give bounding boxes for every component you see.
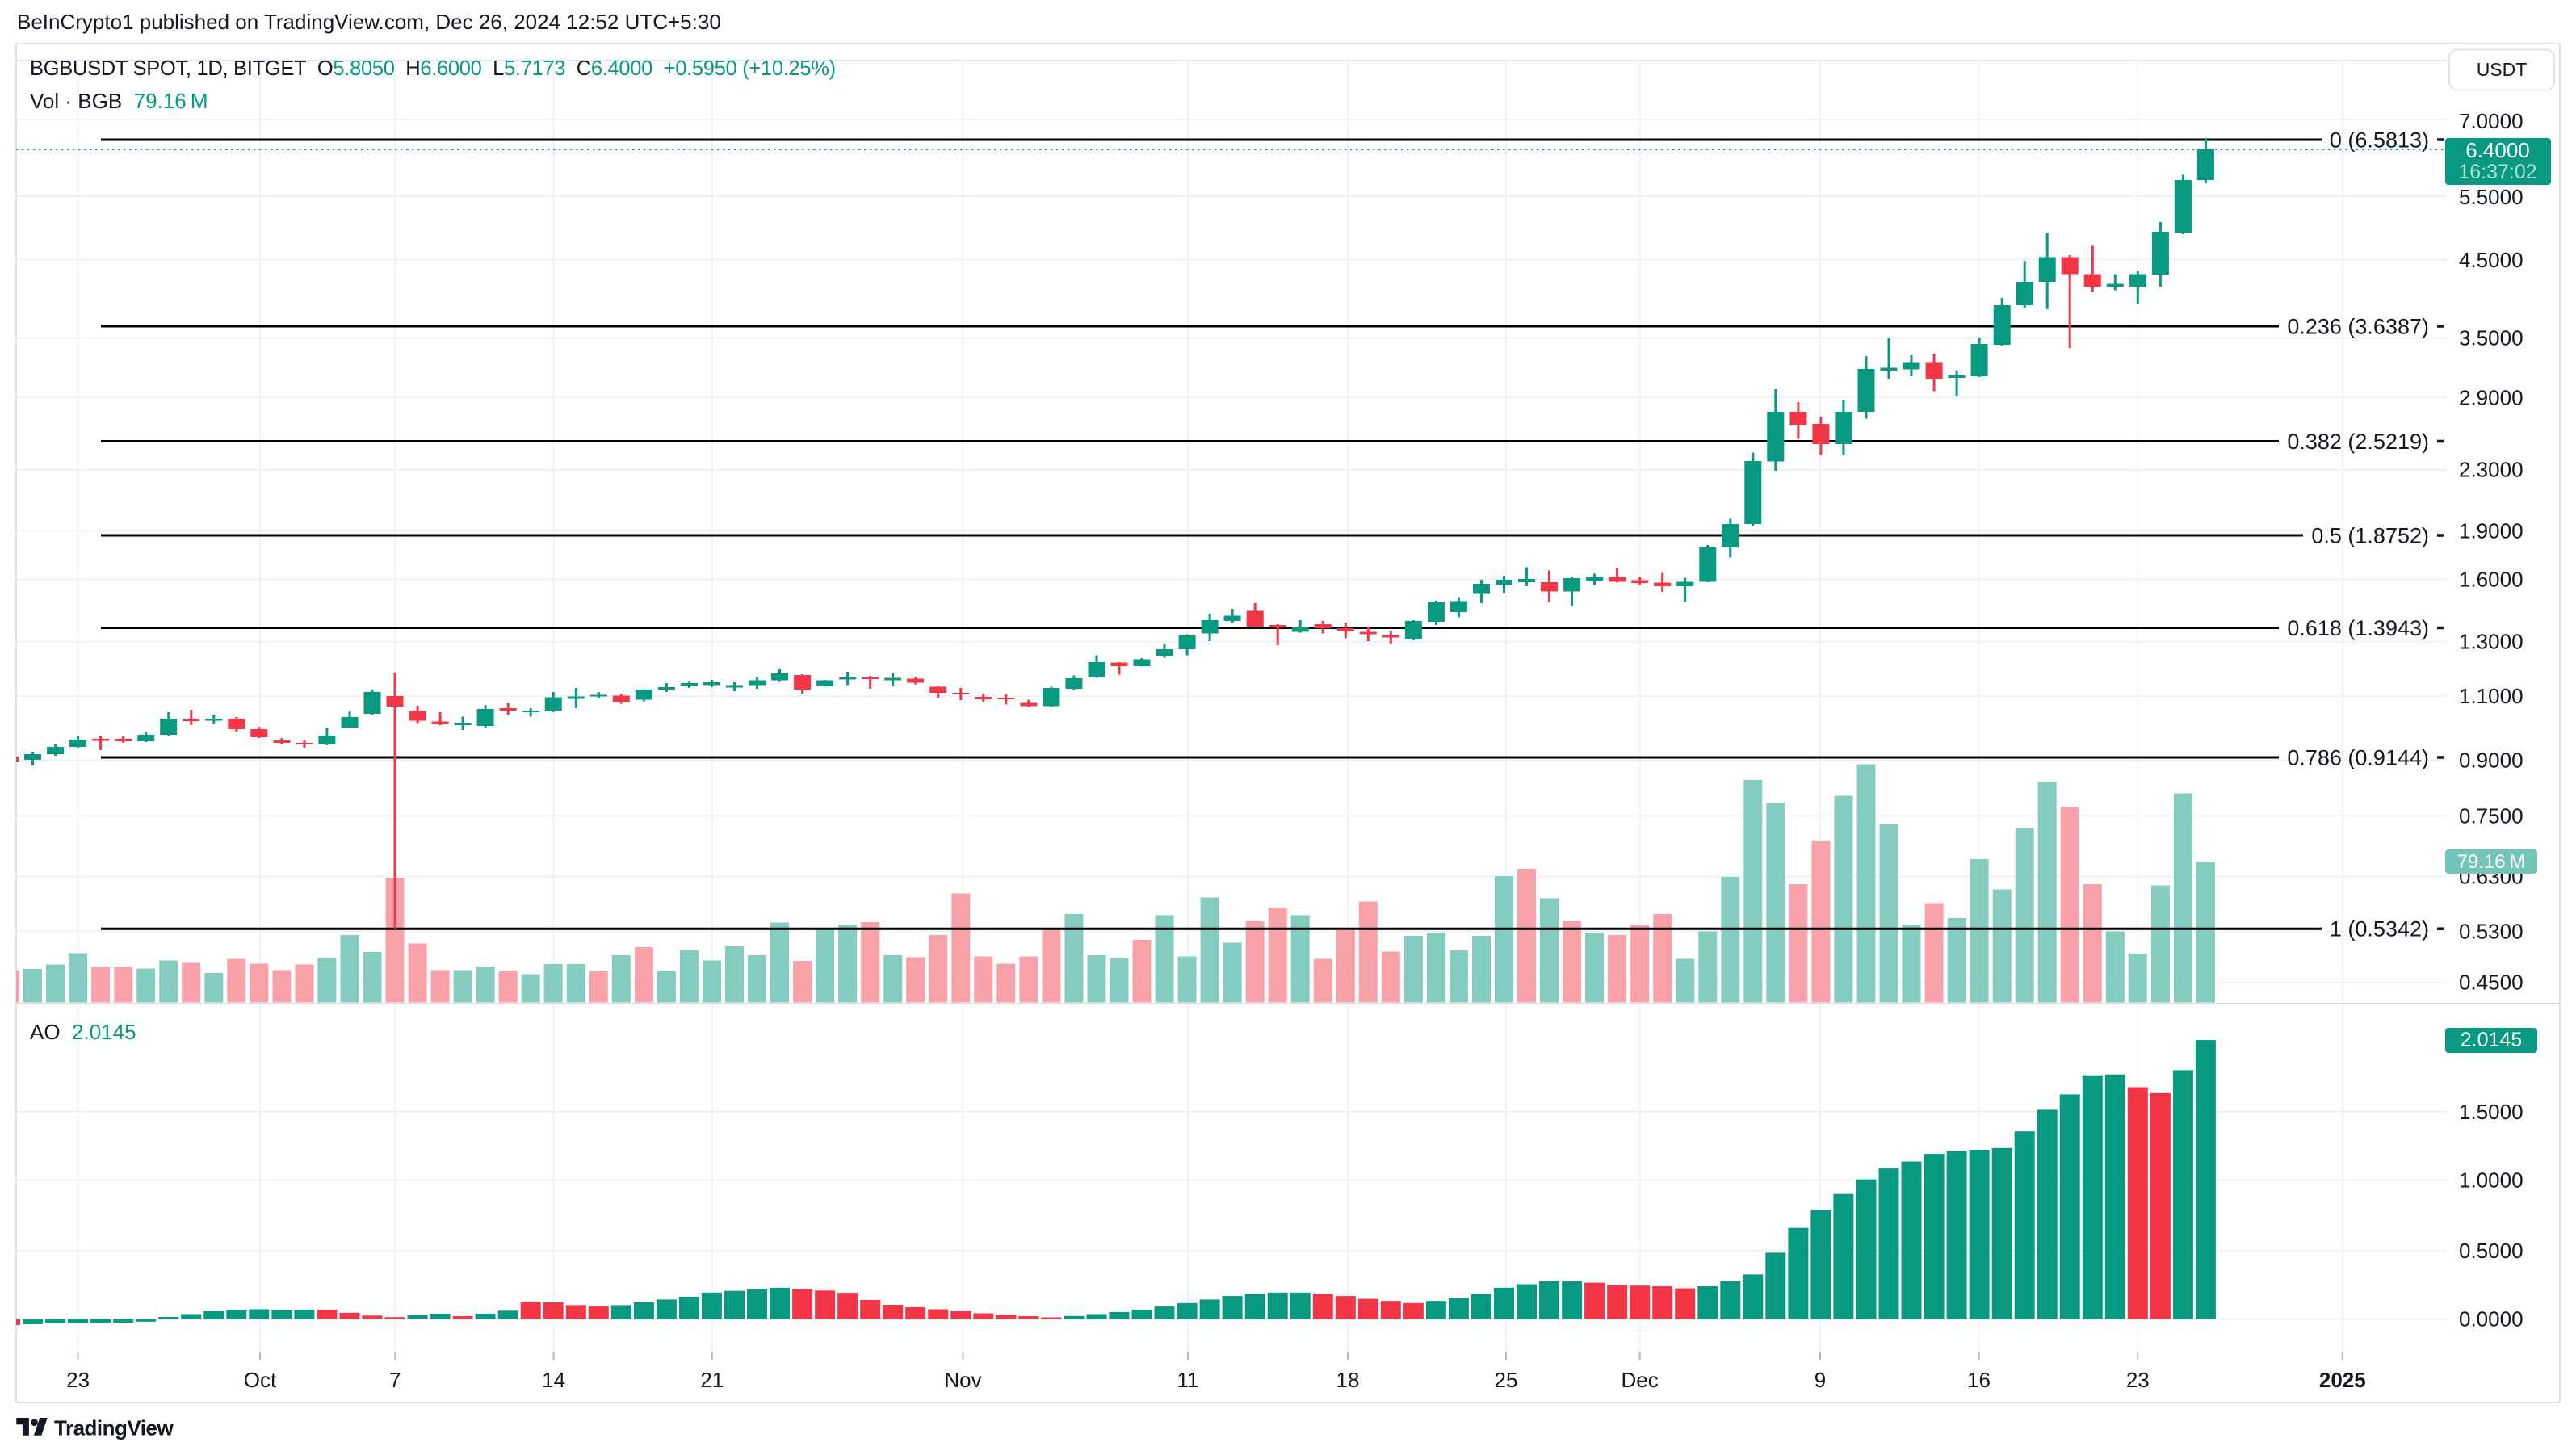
svg-text:0.9000: 0.9000: [2459, 748, 2524, 773]
svg-text:BeInCrypto1 published on Tradi: BeInCrypto1 published on TradingView.com…: [17, 10, 721, 34]
svg-text:Oct: Oct: [244, 1368, 277, 1392]
svg-text:21: 21: [700, 1368, 724, 1392]
svg-text:0.7500: 0.7500: [2459, 804, 2524, 828]
svg-text:0 (6.5813): 0 (6.5813): [2330, 128, 2429, 153]
svg-text:2.9000: 2.9000: [2459, 385, 2524, 409]
svg-text:1.3000: 1.3000: [2459, 630, 2524, 654]
svg-text:79.16 M: 79.16 M: [2457, 851, 2526, 873]
svg-text:0.4500: 0.4500: [2459, 971, 2524, 995]
svg-text:0.236 (3.6387): 0.236 (3.6387): [2287, 315, 2429, 339]
svg-text:1.5000: 1.5000: [2459, 1100, 2524, 1124]
svg-text:0.0000: 0.0000: [2459, 1307, 2524, 1331]
svg-text:Vol · BGB 79.16 M: Vol · BGB 79.16 M: [30, 89, 208, 113]
svg-text:0.5 (1.8752): 0.5 (1.8752): [2311, 524, 2429, 548]
svg-text:25: 25: [1495, 1368, 1518, 1392]
svg-text:1.0000: 1.0000: [2459, 1168, 2524, 1193]
svg-text:16: 16: [1967, 1368, 1991, 1392]
svg-text:USDT: USDT: [2477, 59, 2528, 80]
svg-text:1.1000: 1.1000: [2459, 684, 2524, 708]
svg-text:16:37:02: 16:37:02: [2458, 161, 2536, 183]
svg-text:7: 7: [389, 1368, 401, 1392]
svg-text:6.4000: 6.4000: [2465, 138, 2530, 162]
svg-text:1 (0.5342): 1 (0.5342): [2330, 917, 2429, 941]
svg-text:Nov: Nov: [944, 1368, 981, 1392]
svg-text:0.5000: 0.5000: [2459, 1239, 2524, 1263]
svg-text:Dec: Dec: [1621, 1368, 1658, 1392]
svg-text:18: 18: [1336, 1368, 1360, 1392]
svg-text:23: 23: [66, 1368, 90, 1392]
svg-text:23: 23: [2126, 1368, 2150, 1392]
svg-text:9: 9: [1815, 1368, 1826, 1392]
svg-text:3.5000: 3.5000: [2459, 326, 2524, 350]
svg-text:AO 2.0145: AO 2.0145: [30, 1020, 136, 1044]
svg-text:14: 14: [542, 1368, 565, 1392]
svg-text:11: 11: [1177, 1368, 1199, 1392]
svg-text:5.5000: 5.5000: [2459, 185, 2524, 209]
svg-text:0.618 (1.3943): 0.618 (1.3943): [2287, 616, 2429, 640]
svg-text:1.9000: 1.9000: [2459, 518, 2524, 543]
svg-text:2025: 2025: [2319, 1368, 2366, 1392]
svg-text:TradingView: TradingView: [54, 1416, 174, 1440]
svg-text:BGBUSDT SPOT, 1D, BITGET O5.8: BGBUSDT SPOT, 1D, BITGET O5.8050 H6.6000…: [30, 57, 836, 80]
svg-text:4.5000: 4.5000: [2459, 248, 2524, 272]
svg-text:7.0000: 7.0000: [2459, 109, 2524, 133]
svg-text:0.5300: 0.5300: [2459, 919, 2524, 943]
svg-text:1.6000: 1.6000: [2459, 567, 2524, 591]
svg-text:0.382 (2.5219): 0.382 (2.5219): [2287, 430, 2429, 454]
svg-text:2.3000: 2.3000: [2459, 458, 2524, 482]
svg-text:0.786 (0.9144): 0.786 (0.9144): [2287, 746, 2429, 770]
svg-text:2.0145: 2.0145: [2461, 1029, 2522, 1051]
